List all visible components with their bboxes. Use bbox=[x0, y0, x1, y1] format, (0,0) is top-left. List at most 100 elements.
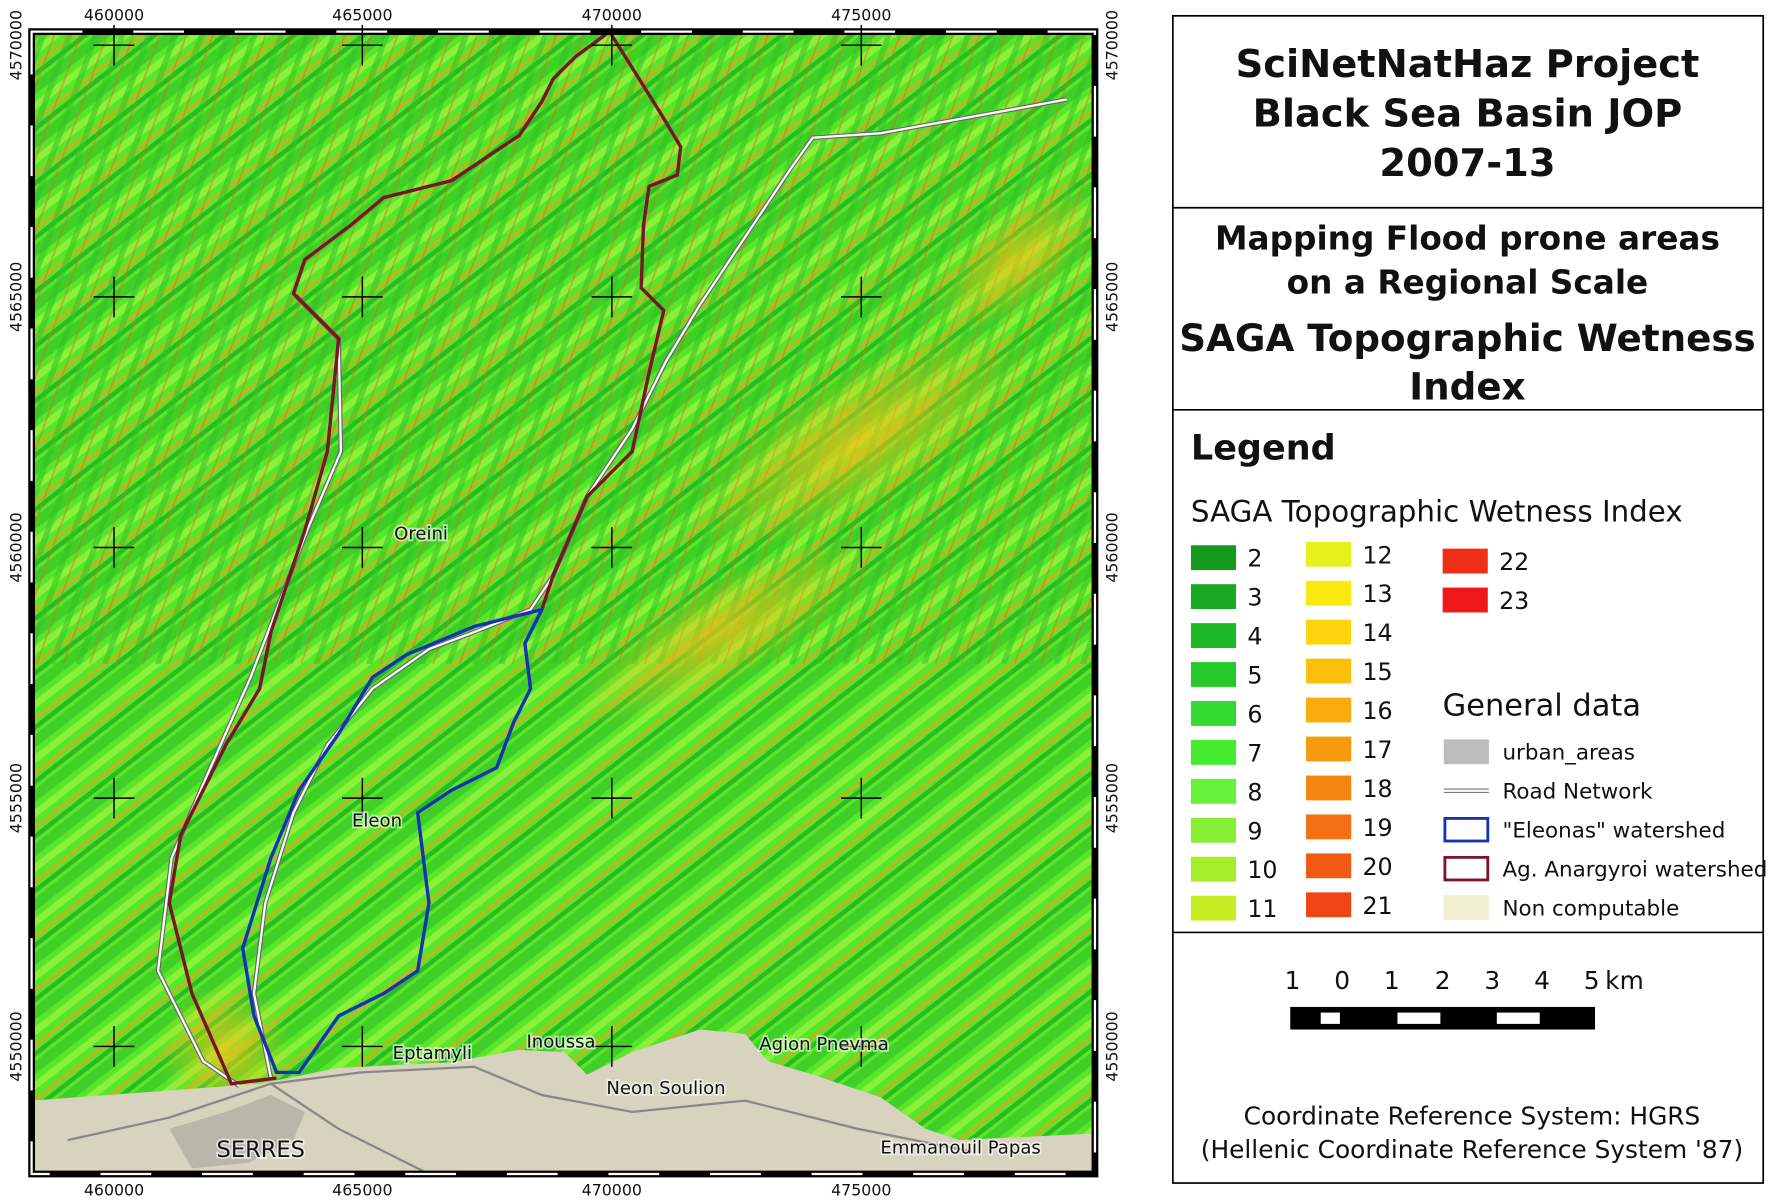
y-coordinate-left: 4560000 bbox=[6, 512, 25, 582]
scale-bar: 1 0 1 2 3 4 5 km bbox=[1285, 966, 1644, 1030]
urban-area bbox=[169, 1094, 305, 1169]
class-swatch bbox=[1306, 814, 1352, 840]
class-label: 17 bbox=[1362, 736, 1392, 764]
index-title: SAGA Topographic Wetness Index bbox=[1191, 495, 1683, 529]
terrain-wet-zone bbox=[932, 185, 1095, 334]
general-label: Road Network bbox=[1502, 780, 1653, 805]
class-label: 7 bbox=[1247, 739, 1262, 767]
x-coordinate-top: 475000 bbox=[831, 5, 891, 24]
class-label: 13 bbox=[1362, 580, 1392, 608]
y-coordinate-left: 4570000 bbox=[6, 10, 25, 80]
scale-label: 1 bbox=[1384, 966, 1400, 995]
class-label: 12 bbox=[1362, 541, 1392, 569]
class-swatch bbox=[1190, 623, 1237, 648]
class-label: 9 bbox=[1247, 817, 1262, 845]
x-coordinate-bottom: 460000 bbox=[84, 1180, 144, 1199]
class-label: 10 bbox=[1247, 856, 1277, 884]
class-swatch bbox=[1306, 580, 1352, 606]
class-label: 18 bbox=[1362, 775, 1392, 803]
class-swatch bbox=[1306, 541, 1352, 567]
general-swatch bbox=[1443, 855, 1490, 882]
class-label: 15 bbox=[1362, 658, 1392, 686]
crs-line: Coordinate Reference System: HGRS bbox=[1244, 1101, 1701, 1130]
class-swatch bbox=[1306, 892, 1352, 918]
x-coordinate-bottom: 475000 bbox=[831, 1180, 891, 1199]
y-coordinate-right: 4550000 bbox=[1103, 1011, 1122, 1081]
class-swatch bbox=[1306, 853, 1352, 879]
scale-label: 1 bbox=[1285, 966, 1301, 995]
place-label: Oreini bbox=[394, 524, 448, 545]
crs-line: (Hellenic Coordinate Reference System '8… bbox=[1201, 1135, 1743, 1164]
subtitle-line: Mapping Flood prone areas bbox=[1215, 219, 1720, 257]
scale-bar-segment bbox=[1397, 1012, 1441, 1024]
urban-plain bbox=[31, 1029, 1095, 1175]
scale-label: 3 bbox=[1484, 966, 1500, 995]
class-swatch bbox=[1190, 817, 1237, 843]
class-label: 4 bbox=[1247, 623, 1262, 651]
place-label: SERRES bbox=[217, 1137, 306, 1163]
x-coordinate-bottom: 470000 bbox=[582, 1180, 642, 1199]
class-swatch bbox=[1190, 701, 1237, 726]
scale-label: 0 bbox=[1334, 966, 1350, 995]
terrain-wet-zone bbox=[573, 536, 872, 728]
general-swatch bbox=[1443, 739, 1489, 765]
y-coordinate-left: 4555000 bbox=[6, 763, 25, 833]
class-swatch bbox=[1190, 739, 1237, 765]
general-label: "Eleonas" watershed bbox=[1502, 819, 1725, 844]
class-swatch bbox=[1442, 587, 1488, 613]
class-label: 3 bbox=[1247, 584, 1262, 612]
x-coordinate-bottom: 465000 bbox=[332, 1180, 392, 1199]
subtitle-line: on a Regional Scale bbox=[1287, 264, 1649, 302]
eleonas-watershed bbox=[240, 607, 545, 1075]
class-swatch bbox=[1190, 584, 1237, 610]
class-label: 2 bbox=[1247, 545, 1262, 573]
map: Oreini Eleon Eptamyli Inoussa Agion Pnevma Ne… bbox=[6, 5, 1122, 1199]
y-coordinate-left: 4550000 bbox=[6, 1011, 25, 1081]
class-label: 23 bbox=[1499, 587, 1529, 615]
y-coordinate-right: 4555000 bbox=[1103, 763, 1122, 833]
x-coordinate-top: 465000 bbox=[332, 5, 392, 24]
scale-label: 4 bbox=[1534, 966, 1550, 995]
class-swatch bbox=[1442, 548, 1488, 574]
general-label: Non computable bbox=[1502, 897, 1679, 922]
class-swatch bbox=[1190, 545, 1237, 571]
class-swatch bbox=[1306, 775, 1352, 801]
graticule bbox=[93, 24, 882, 1067]
scale-unit: km bbox=[1605, 966, 1644, 995]
title-line: SciNetNatHaz Project bbox=[1236, 42, 1700, 87]
title-line: 2007-13 bbox=[1379, 141, 1555, 186]
y-coordinate-right: 4570000 bbox=[1103, 10, 1122, 80]
x-coordinate-top: 470000 bbox=[582, 5, 642, 24]
general-label: urban_areas bbox=[1502, 741, 1634, 766]
class-label: 19 bbox=[1362, 814, 1392, 842]
class-swatch bbox=[1306, 697, 1352, 723]
class-swatch bbox=[1190, 895, 1237, 921]
general-items: urban_areas Road Network "Eleonas" watersh… bbox=[1443, 739, 1767, 922]
scale-bar-segment bbox=[1496, 1012, 1540, 1024]
y-coordinate-right: 4560000 bbox=[1103, 512, 1122, 582]
place-label: Emmanouil Papas bbox=[880, 1138, 1040, 1159]
place-label: Agion Pnevma bbox=[759, 1034, 888, 1055]
class-swatch bbox=[1190, 856, 1237, 882]
class-label: 21 bbox=[1362, 892, 1392, 920]
class-label: 22 bbox=[1499, 548, 1529, 576]
scale-label: 5 bbox=[1584, 966, 1600, 995]
x-coordinate-top: 460000 bbox=[84, 5, 144, 24]
place-labels: Oreini Eleon Eptamyli Inoussa Agion Pnevma Ne… bbox=[215, 522, 1043, 1165]
scale-bar-segment bbox=[1320, 1012, 1340, 1024]
class-swatch bbox=[1190, 778, 1237, 804]
class-label: 11 bbox=[1247, 895, 1277, 923]
class-label: 16 bbox=[1362, 697, 1392, 725]
anargyroi-watershed bbox=[167, 31, 683, 1086]
road bbox=[67, 1082, 430, 1175]
y-coordinate-right: 4565000 bbox=[1103, 262, 1122, 332]
class-swatch bbox=[1306, 619, 1352, 645]
place-label: Eptamyli bbox=[393, 1043, 472, 1064]
crs: Coordinate Reference System: HGRS (Hellen… bbox=[1201, 1101, 1743, 1164]
legend-title: Legend bbox=[1191, 428, 1336, 468]
